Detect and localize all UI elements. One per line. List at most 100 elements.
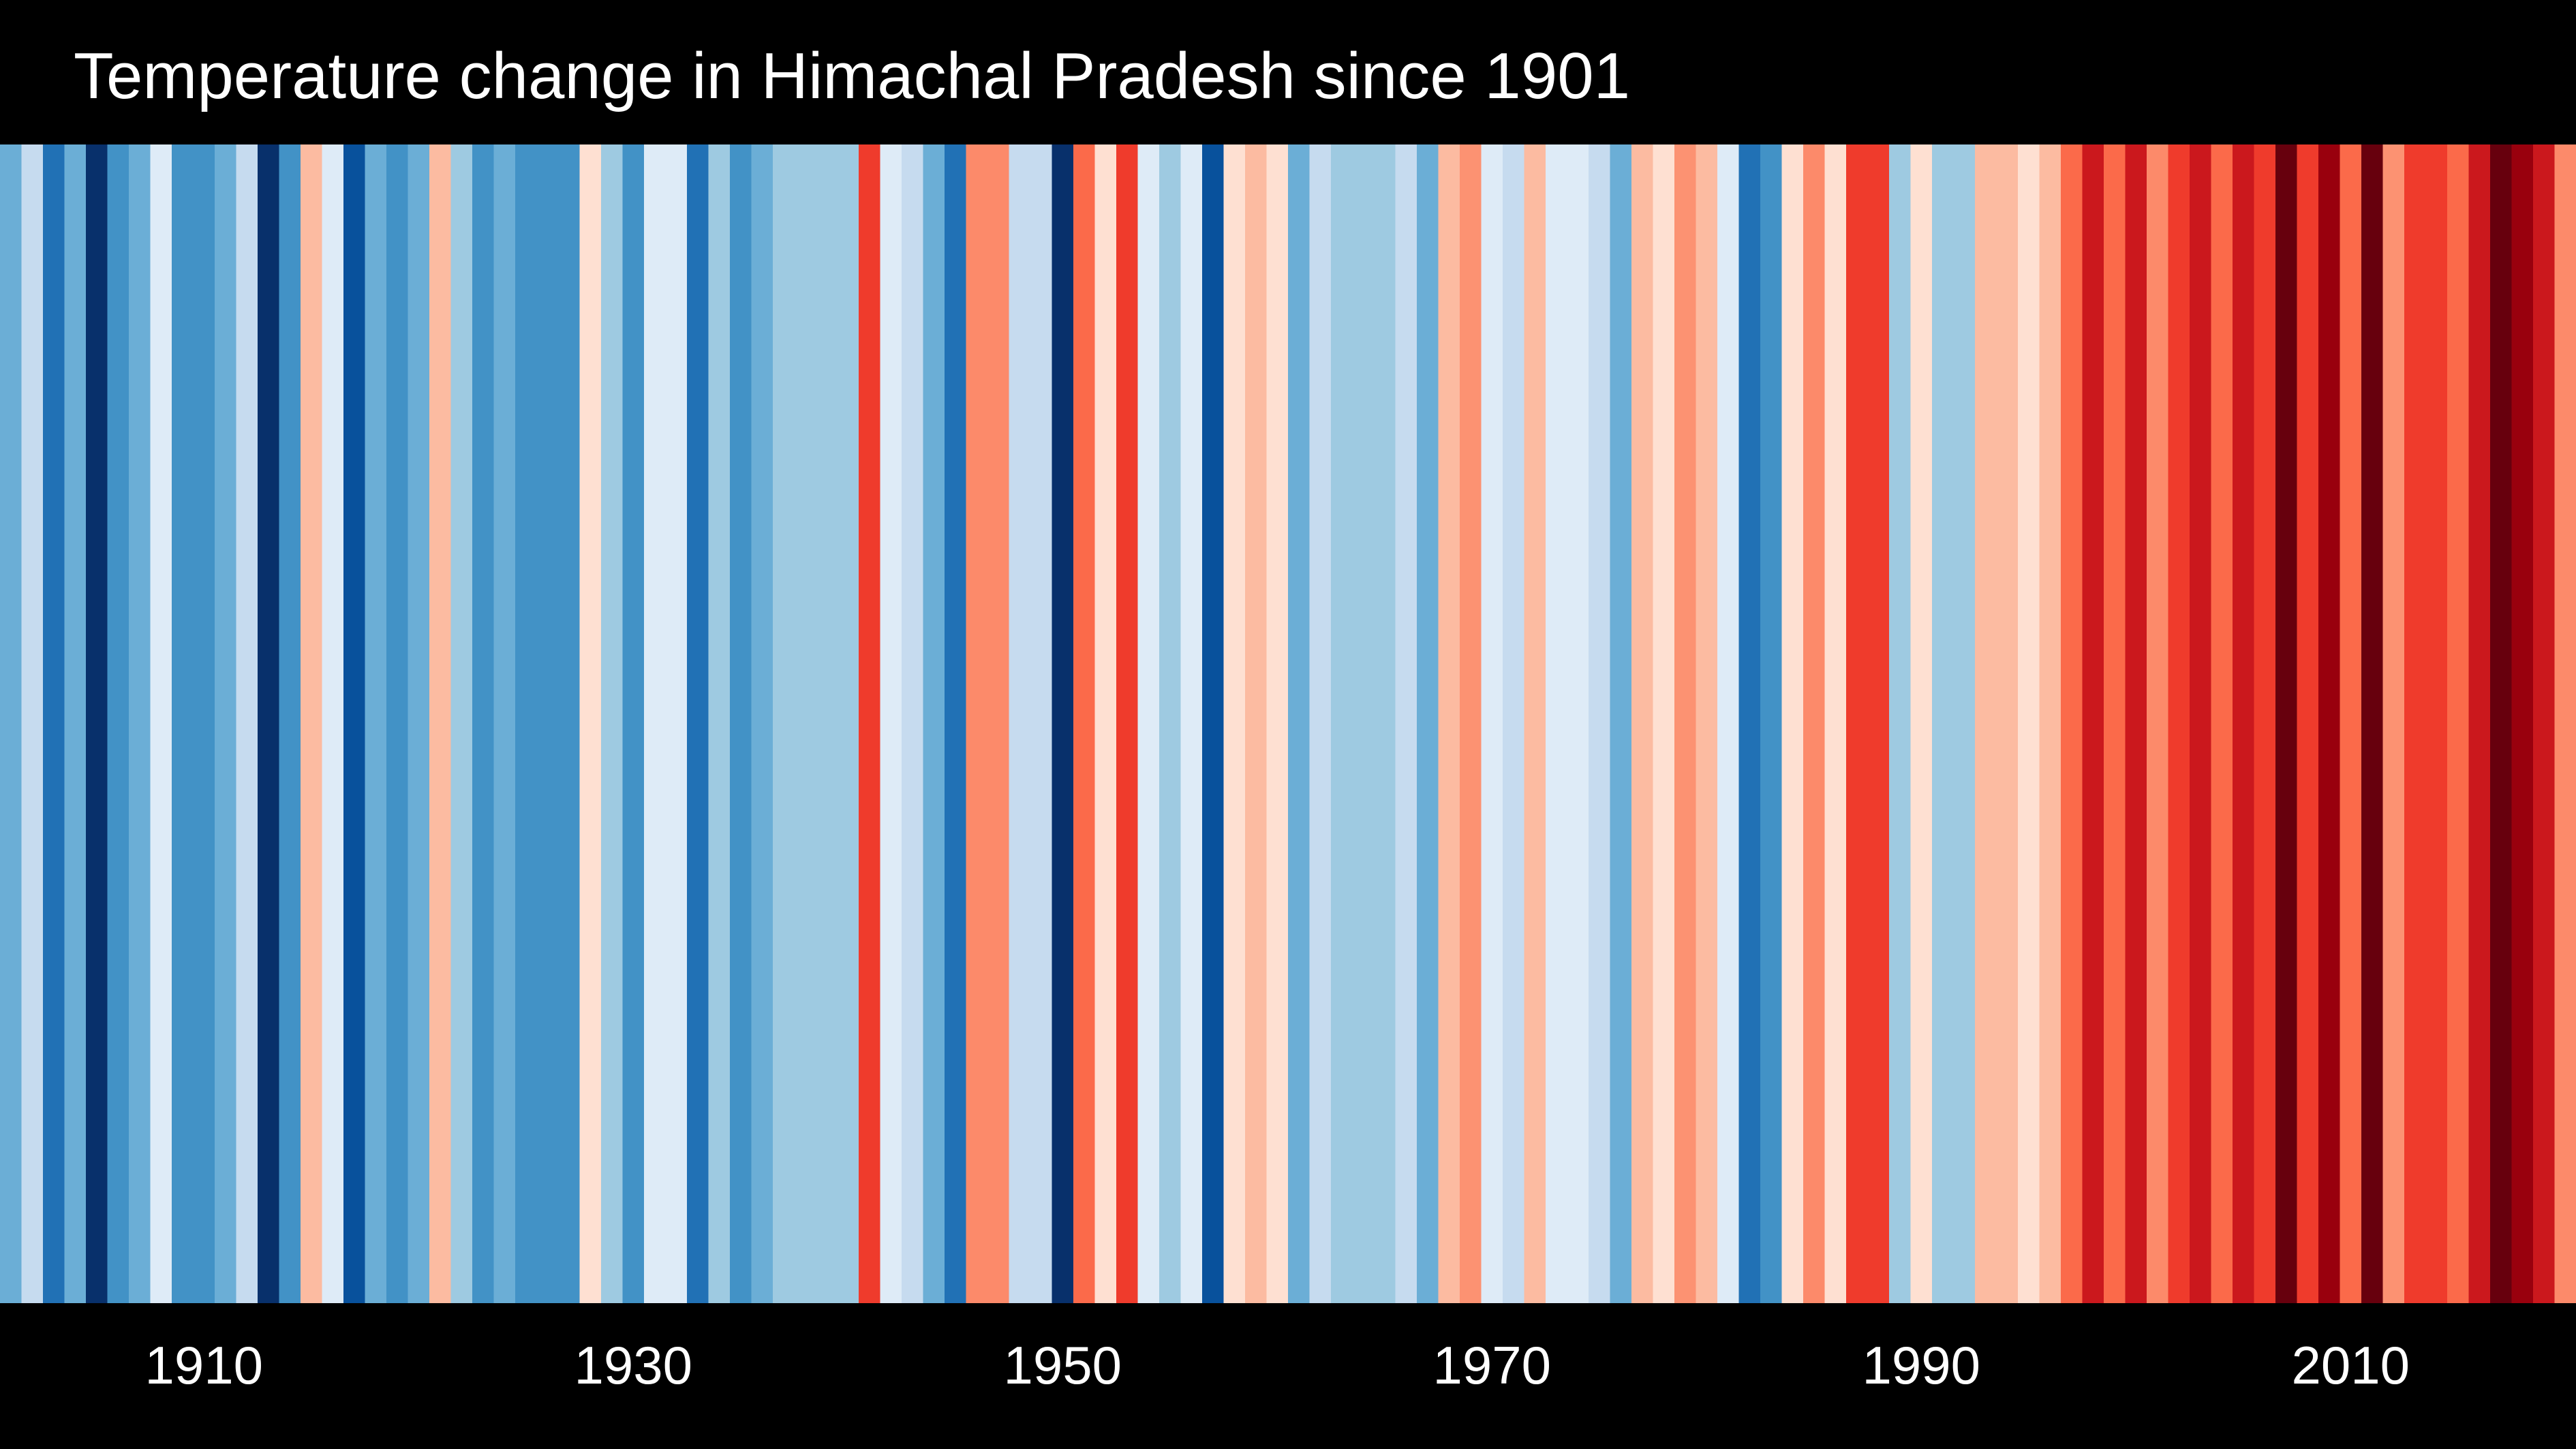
stripe-1950: [1052, 144, 1074, 1303]
stripe-2011: [2361, 144, 2384, 1303]
stripe-1974: [1567, 144, 1589, 1303]
stripe-1931: [644, 144, 666, 1303]
stripe-1994: [1996, 144, 2019, 1303]
stripe-2018: [2511, 144, 2534, 1303]
stripe-2020: [2554, 144, 2576, 1303]
stripe-1951: [1073, 144, 1096, 1303]
stripe-1982: [1738, 144, 1761, 1303]
stripe-2012: [2382, 144, 2405, 1303]
stripe-1919: [386, 144, 409, 1303]
stripe-1910: [193, 144, 215, 1303]
stripe-1984: [1781, 144, 1804, 1303]
stripe-2007: [2275, 144, 2298, 1303]
stripe-2009: [2318, 144, 2341, 1303]
stripe-1965: [1374, 144, 1396, 1303]
stripe-1921: [429, 144, 452, 1303]
stripe-1999: [2104, 144, 2126, 1303]
stripe-1969: [1460, 144, 1482, 1303]
stripe-1937: [773, 144, 795, 1303]
stripe-2002: [2168, 144, 2190, 1303]
stripe-1971: [1503, 144, 1525, 1303]
stripe-2005: [2233, 144, 2255, 1303]
stripe-1916: [322, 144, 344, 1303]
stripe-1976: [1610, 144, 1632, 1303]
stripe-1948: [1009, 144, 1031, 1303]
stripe-2001: [2147, 144, 2169, 1303]
stripe-1991: [1932, 144, 1954, 1303]
stripe-1985: [1803, 144, 1826, 1303]
stripe-1960: [1266, 144, 1289, 1303]
stripe-2019: [2533, 144, 2556, 1303]
x-tick-label: 1930: [574, 1335, 693, 1395]
stripe-1959: [1245, 144, 1268, 1303]
stripe-2003: [2190, 144, 2212, 1303]
stripe-1913: [258, 144, 280, 1303]
stripe-1944: [923, 144, 945, 1303]
stripe-1914: [279, 144, 301, 1303]
warming-stripes: [0, 144, 2576, 1303]
x-tick-label: 1910: [144, 1335, 264, 1395]
stripe-2006: [2254, 144, 2276, 1303]
stripe-1930: [622, 144, 645, 1303]
stripe-1987: [1846, 144, 1869, 1303]
stripe-1926: [536, 144, 559, 1303]
stripe-1939: [816, 144, 838, 1303]
stripe-2004: [2211, 144, 2233, 1303]
stripe-1945: [945, 144, 967, 1303]
stripe-1904: [64, 144, 87, 1303]
stripe-1956: [1180, 144, 1203, 1303]
stripe-1964: [1352, 144, 1375, 1303]
stripe-1905: [86, 144, 108, 1303]
stripe-2016: [2468, 144, 2491, 1303]
stripe-2000: [2125, 144, 2147, 1303]
stripe-1955: [1159, 144, 1182, 1303]
stripe-1902: [21, 144, 44, 1303]
stripe-1996: [2039, 144, 2061, 1303]
stripe-1993: [1975, 144, 1997, 1303]
chart-title: Temperature change in Himachal Pradesh s…: [74, 40, 1630, 112]
stripe-1938: [794, 144, 816, 1303]
stripe-1977: [1631, 144, 1654, 1303]
stripe-1995: [2018, 144, 2040, 1303]
stripe-1968: [1438, 144, 1460, 1303]
stripe-1934: [708, 144, 731, 1303]
stripe-1992: [1953, 144, 1976, 1303]
stripe-1947: [987, 144, 1010, 1303]
stripe-1936: [751, 144, 773, 1303]
stripe-1932: [665, 144, 688, 1303]
stripe-1925: [515, 144, 538, 1303]
stripe-1942: [880, 144, 902, 1303]
stripe-1967: [1417, 144, 1439, 1303]
stripe-1966: [1395, 144, 1417, 1303]
stripe-1957: [1202, 144, 1225, 1303]
stripe-1953: [1116, 144, 1139, 1303]
stripe-1940: [837, 144, 859, 1303]
stripe-1922: [450, 144, 473, 1303]
stripe-1972: [1524, 144, 1546, 1303]
stripe-2010: [2340, 144, 2362, 1303]
stripe-2014: [2425, 144, 2448, 1303]
x-tick-label: 2010: [2291, 1335, 2410, 1395]
stripe-1980: [1696, 144, 1718, 1303]
stripe-1912: [236, 144, 258, 1303]
stripe-1935: [730, 144, 752, 1303]
stripe-1949: [1030, 144, 1053, 1303]
stripe-1983: [1760, 144, 1783, 1303]
x-tick-label: 1990: [1862, 1335, 1981, 1395]
stripe-1928: [579, 144, 602, 1303]
stripe-1927: [558, 144, 581, 1303]
stripe-1920: [408, 144, 430, 1303]
stripe-1906: [107, 144, 129, 1303]
x-tick-label: 1970: [1432, 1335, 1552, 1395]
stripe-1997: [2061, 144, 2083, 1303]
stripe-2008: [2297, 144, 2319, 1303]
stripe-1962: [1309, 144, 1332, 1303]
stripe-2015: [2447, 144, 2470, 1303]
stripe-1979: [1674, 144, 1697, 1303]
stripe-1909: [172, 144, 194, 1303]
stripe-1908: [150, 144, 172, 1303]
stripe-2017: [2490, 144, 2513, 1303]
stripe-1901: [0, 144, 22, 1303]
stripe-1954: [1137, 144, 1160, 1303]
